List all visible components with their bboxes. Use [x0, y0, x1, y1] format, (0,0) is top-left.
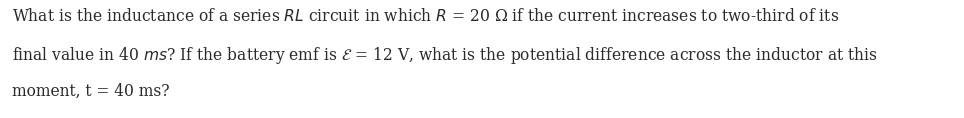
Text: moment, t = 40 ms?: moment, t = 40 ms? [12, 83, 170, 100]
Text: What is the inductance of a series $RL$ circuit in which $R$ = 20 Ω if the curre: What is the inductance of a series $RL$ … [12, 8, 839, 25]
Text: final value in 40 $ms$? If the battery emf is $\mathcal{E}$ = 12 V, what is the : final value in 40 $ms$? If the battery e… [12, 45, 877, 66]
